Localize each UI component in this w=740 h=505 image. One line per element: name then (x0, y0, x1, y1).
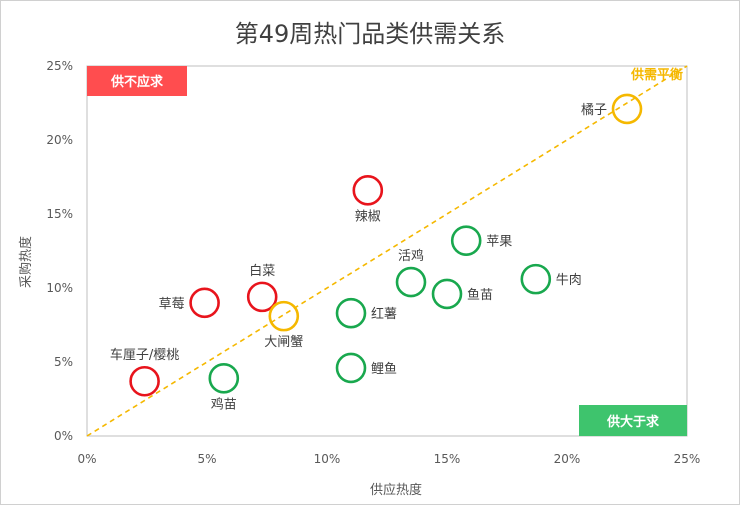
point-marker (450, 225, 482, 256)
x-tick-label: 15% (434, 452, 461, 466)
point-marker (268, 300, 300, 332)
point-marker (431, 278, 463, 310)
point-marker (246, 281, 278, 313)
quadrant-surplus-badge (579, 405, 687, 436)
point-marker (208, 362, 240, 394)
x-tick-label: 5% (197, 452, 216, 466)
y-tick-label: 10% (46, 281, 73, 295)
y-tick-label: 15% (46, 207, 73, 221)
y-axis-label: 采购热度 (18, 236, 34, 288)
x-tick-label: 10% (314, 452, 341, 466)
point-label: 草莓 (159, 297, 185, 312)
point-label: 红薯 (371, 306, 397, 322)
x-tick-label: 0% (77, 452, 96, 466)
y-tick-label: 25% (46, 59, 73, 73)
point-marker (395, 266, 427, 298)
y-tick-label: 5% (54, 355, 73, 369)
point-label: 苹果 (486, 235, 512, 250)
y-tick-label: 0% (54, 429, 73, 443)
point-marker (129, 365, 160, 397)
point-label: 大闸蟹 (264, 335, 303, 350)
quadrant-short-label: 供不应求 (110, 74, 164, 90)
point-label: 牛肉 (556, 273, 582, 288)
point-label: 鱼苗 (467, 287, 493, 303)
balance-line (86, 65, 688, 437)
point-label: 活鸡 (398, 248, 424, 264)
x-axis-label: 供应热度 (370, 482, 422, 498)
point-marker (335, 352, 367, 384)
balance-line-label: 供需平衡 (630, 67, 683, 83)
point-label: 白菜 (249, 263, 275, 279)
point-marker (189, 287, 220, 319)
plot-area-border (86, 65, 688, 437)
point-marker (352, 175, 384, 206)
point-marker (335, 297, 367, 329)
point-marker (611, 93, 643, 125)
y-tick-label: 20% (46, 133, 73, 147)
point-label: 鲤鱼 (371, 361, 397, 377)
point-label: 辣椒 (355, 209, 381, 224)
axes-layer: 0% 5% 10% 15% 20% 25% 0% 5% 10% 15% 20% 25% (46, 59, 700, 466)
x-tick-label: 25% (674, 452, 701, 466)
point-marker (520, 263, 552, 295)
chart-title: 第49周热门品类供需关系 (234, 20, 506, 48)
point-label: 车厘子/樱桃 (110, 347, 179, 363)
point-label: 鸡苗 (211, 396, 237, 412)
point-label: 橘子 (581, 102, 607, 118)
quadrant-surplus-label: 供大于求 (606, 414, 660, 430)
x-tick-label: 20% (554, 452, 581, 466)
quadrant-short-badge (87, 66, 187, 96)
